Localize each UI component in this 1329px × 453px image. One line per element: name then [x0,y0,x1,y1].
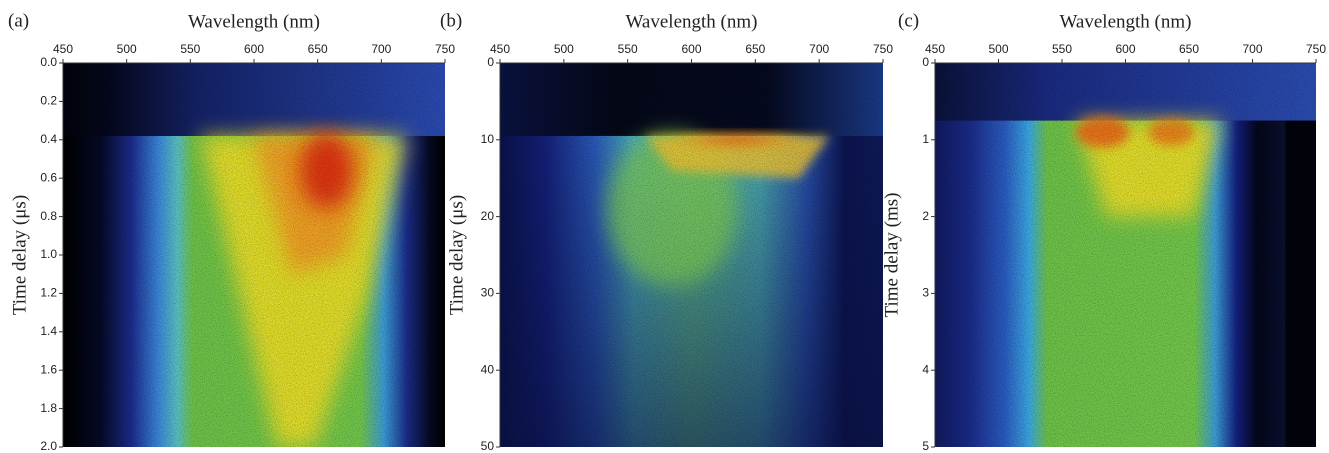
x-tick-label: 450 [490,42,510,56]
x-tick-label: 750 [435,42,455,56]
y-tick-label: 0.6 [40,170,57,184]
y-tick-label: 10 [481,132,495,146]
panel: 450 500 550 600 650 700 750 0 10 20 30 40 50 Waveleng… [440,10,893,453]
noise [63,63,445,447]
y-tick-label: 1.0 [40,247,57,261]
y-tick-label: 50 [481,439,495,453]
panel-label: (a) [8,10,29,31]
x-tick-label: 450 [53,42,73,56]
y-tick-label: 1 [922,132,929,146]
x-tick-label: 600 [681,42,701,56]
x-tick-label: 700 [371,42,391,56]
y-tick-label: 2.0 [40,439,57,453]
heatmap-image [935,63,1316,447]
y-tick-label: 20 [481,209,495,223]
y-tick-label: 1.8 [40,401,57,415]
noise [500,63,883,447]
y-axis-title: Time delay (μs) [9,195,30,315]
panel: 450 500 550 600 650 700 750 0.0 0.2 0.4 0.6 0.8 1.0 1… [8,10,455,453]
y-tick-label: 0.4 [40,132,57,146]
x-tick-label: 650 [308,42,328,56]
x-tick-label: 450 [925,42,945,56]
x-tick-label: 750 [1306,42,1326,56]
y-tick-label: 1.2 [40,286,57,300]
y-tick-label: 3 [922,286,929,300]
x-tick-label: 700 [809,42,829,56]
y-axis-title: Time delay (ms) [881,193,902,318]
x-tick-label: 600 [1115,42,1135,56]
x-tick-label: 550 [618,42,638,56]
y-tick-label: 1.6 [40,362,57,376]
x-tick-label: 700 [1242,42,1262,56]
noise [935,63,1316,447]
x-axis-title: Wavelength (nm) [1060,11,1192,32]
panel-label: (b) [440,10,462,31]
y-tick-label: 1.4 [40,324,57,338]
panel-label: (c) [898,10,919,31]
panels: 450 500 550 600 650 700 7500.00.20.40.60.81.01… [8,10,1326,453]
x-tick-label: 550 [180,42,200,56]
heatmap-image [500,63,883,447]
x-tick-label: 500 [988,42,1008,56]
y-tick-label: 2 [922,209,929,223]
heatmap-image [63,63,445,447]
x-axis-title: Wavelength (nm) [188,11,320,32]
y-axis-title: Time delay (μs) [446,195,467,315]
y-tick-label: 5 [922,439,929,453]
y-tick-label: 0.8 [40,209,57,223]
x-tick-label: 750 [873,42,893,56]
x-tick-label: 600 [244,42,264,56]
panel: 450 500 550 600 650 700 750 0 1 2 3 4 5 Wavelength (n… [881,10,1326,453]
y-tick-label: 0.0 [40,55,57,69]
x-tick-label: 500 [117,42,137,56]
y-tick-label: 0 [922,55,929,69]
x-tick-label: 500 [554,42,574,56]
x-tick-label: 650 [745,42,765,56]
x-tick-label: 650 [1179,42,1199,56]
y-tick-label: 30 [481,286,495,300]
x-axis-title: Wavelength (nm) [626,11,758,32]
y-tick-label: 40 [481,362,495,376]
y-tick-label: 4 [922,362,929,376]
x-tick-label: 550 [1052,42,1072,56]
y-tick-label: 0 [487,55,494,69]
y-tick-label: 0.2 [40,94,57,108]
